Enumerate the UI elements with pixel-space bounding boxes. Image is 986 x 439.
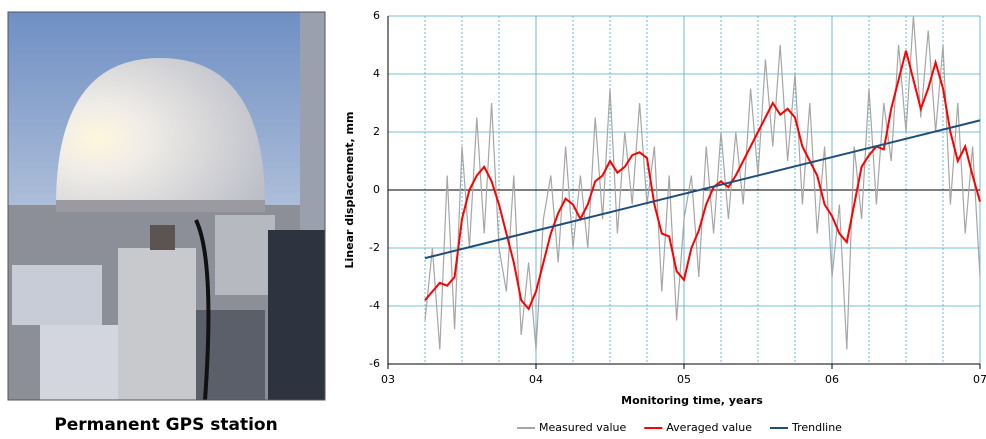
x-tick-label: 03: [381, 373, 395, 386]
x-tick-label: 07: [973, 373, 986, 386]
photo: [8, 12, 325, 400]
y-tick-label: 6: [373, 9, 380, 22]
y-tick-label: -2: [369, 241, 380, 254]
page: {"photo": {"caption": "Permanent GPS sta…: [0, 0, 986, 435]
photo-caption: Permanent GPS station: [54, 415, 277, 435]
y-tick-label: -4: [369, 299, 380, 312]
legend-label: Measured value: [539, 421, 627, 434]
legend-label: Trendline: [791, 421, 842, 434]
y-tick-label: -6: [369, 357, 380, 370]
x-tick-label: 05: [677, 373, 691, 386]
legend-label: Averaged value: [666, 421, 752, 434]
series-line: [425, 120, 980, 258]
y-tick-label: 4: [373, 67, 380, 80]
x-tick-label: 06: [825, 373, 839, 386]
y-tick-label: 0: [373, 183, 380, 196]
x-axis-title: Monitoring time, years: [621, 394, 763, 407]
series-line: [425, 16, 980, 350]
figure: Permanent GPS station Monitoring time, y…: [0, 0, 986, 435]
y-tick-label: 2: [373, 125, 380, 138]
y-axis-title: Linear displacement, mm: [343, 112, 356, 269]
x-tick-label: 04: [529, 373, 543, 386]
